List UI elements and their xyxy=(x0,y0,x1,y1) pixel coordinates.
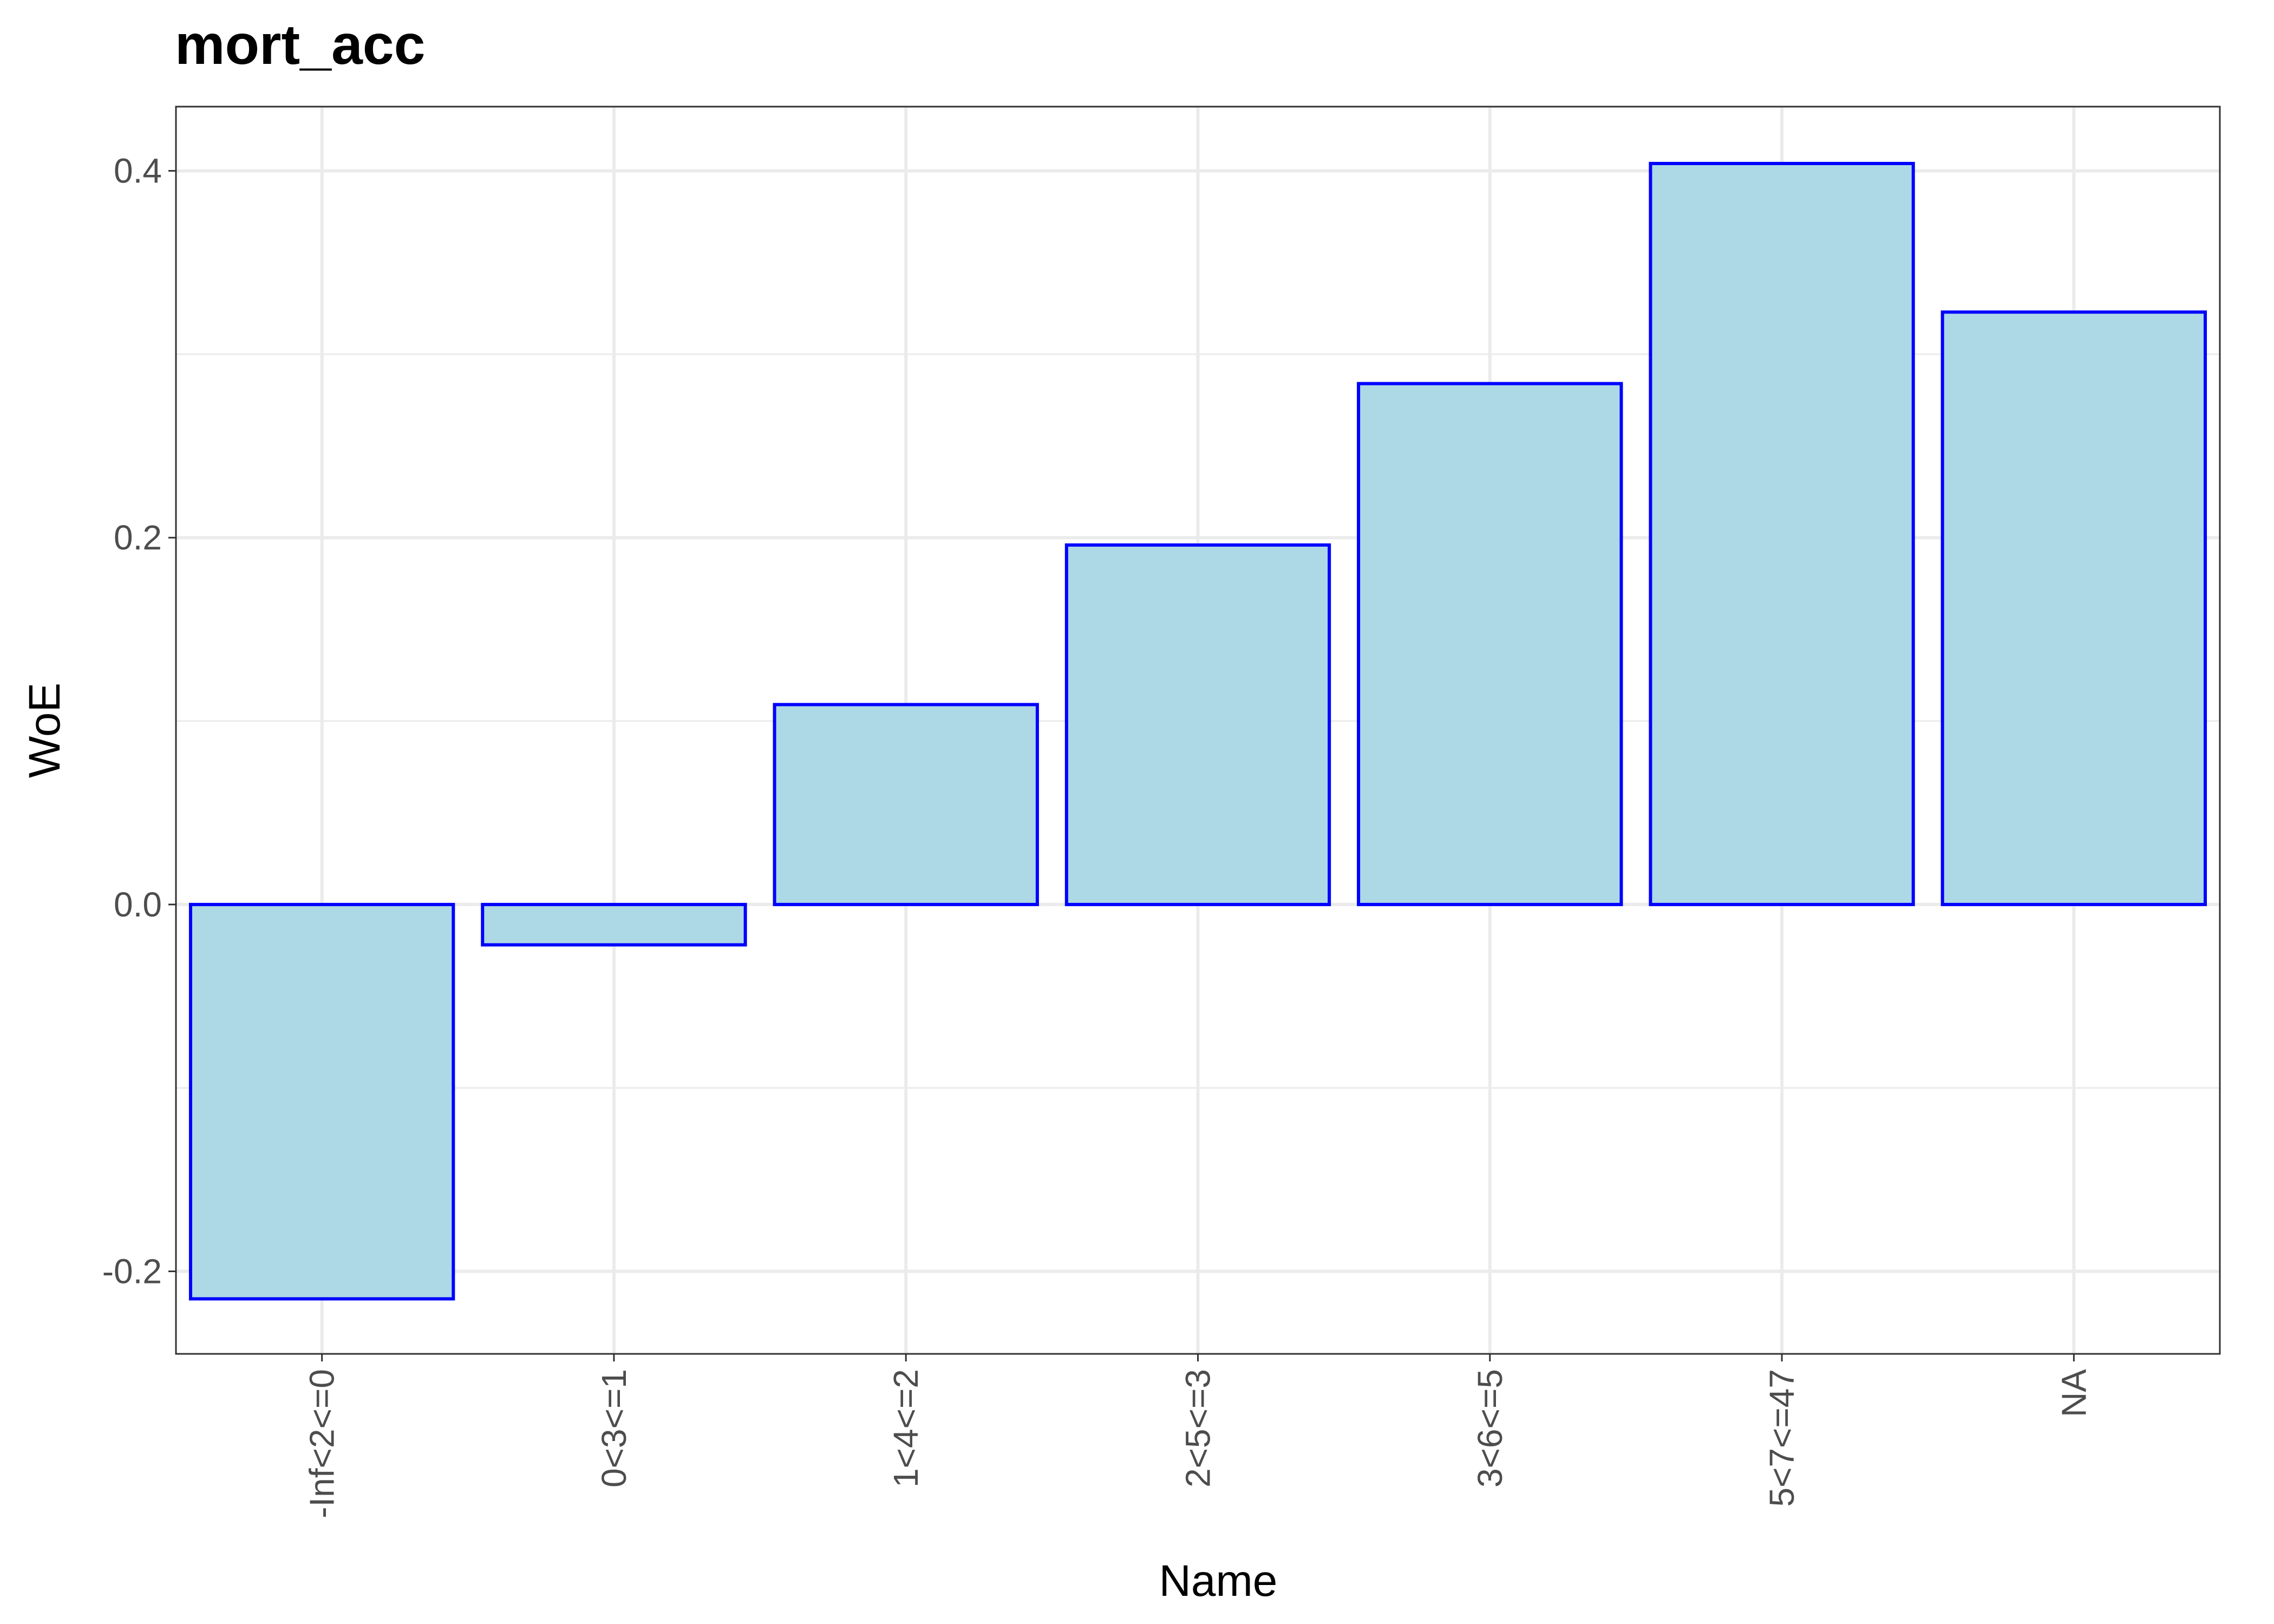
x-tick-label: 1<4<=2 xyxy=(886,1369,925,1488)
x-tick-label: 5<7<=47 xyxy=(1762,1369,1801,1507)
bars xyxy=(188,162,2207,1301)
y-axis-label: WoE xyxy=(20,683,69,778)
y-tick-label: 0.2 xyxy=(114,518,162,557)
bar-0 xyxy=(188,902,455,1301)
bar-5 xyxy=(1649,162,1915,906)
x-tick-label: -Inf<2<=0 xyxy=(303,1369,342,1518)
x-tick-label: 0<3<=1 xyxy=(594,1369,633,1488)
y-axis-ticks: -0.2 0.0 0.2 0.4 xyxy=(102,152,176,1291)
x-axis-label: Name xyxy=(1159,1556,1278,1606)
chart-title: mort_acc xyxy=(175,14,425,76)
bar-2 xyxy=(773,703,1039,906)
y-tick-label: 0.4 xyxy=(114,152,162,191)
y-tick-label: -0.2 xyxy=(102,1252,162,1291)
bar-6 xyxy=(1940,310,2207,906)
x-tick-label: 2<5<=3 xyxy=(1179,1369,1218,1488)
bar-4 xyxy=(1357,382,1623,906)
x-axis-ticks: -Inf<2<=0 0<3<=1 1<4<=2 2<5<=3 3<6<=5 5<7<=47… xyxy=(303,1354,2093,1518)
x-tick-label: NA xyxy=(2054,1369,2093,1417)
y-tick-label: 0.0 xyxy=(114,885,162,924)
bar-3 xyxy=(1064,543,1331,906)
bar-1 xyxy=(481,902,747,947)
x-tick-label: 3<6<=5 xyxy=(1471,1369,1510,1488)
